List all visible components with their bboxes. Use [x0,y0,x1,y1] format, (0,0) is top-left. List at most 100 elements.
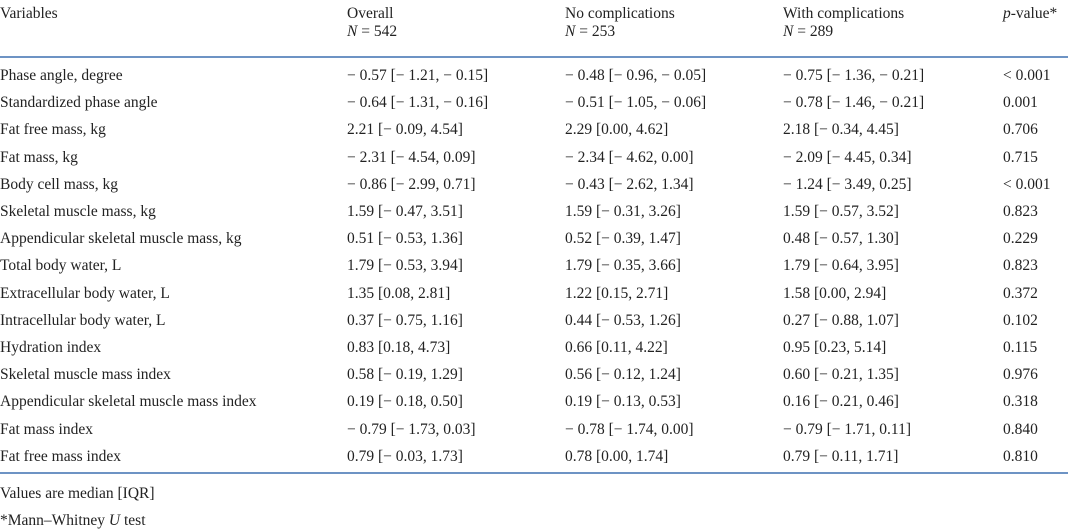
table-cell: 0.27 [− 0.88, 1.07] [783,311,899,329]
table-cell: 0.715 [1003,148,1038,166]
table-cell: 0.001 [1003,94,1038,112]
footnote-symbol: U [108,512,121,529]
table-cell: − 0.86 [− 2.99, 0.71] [347,175,476,193]
table-cell: 1.58 [0.00, 2.94] [783,284,887,302]
table-cell: 0.79 [− 0.03, 1.73] [347,447,463,465]
table-cell: 0.823 [1003,203,1038,220]
bottom-rule [0,472,1068,474]
header-cell: No complications N = 253 [565,5,675,41]
table-cell: 1.59 [− 0.57, 3.52] [783,203,899,220]
table-cell: 0.48 [− 0.57, 1.30] [783,230,899,248]
table-cell: 0.19 [− 0.18, 0.50] [347,393,463,411]
table-cell: 0.44 [− 0.53, 1.26] [565,311,681,329]
table-cell: 0.52 [− 0.39, 1.47] [565,230,681,248]
table-cell: − 0.64 [− 1.31, − 0.16] [347,94,489,112]
table-cell: 0.66 [0.11, 4.22] [565,339,668,356]
table-cell: 0.37 [− 0.75, 1.16] [347,311,463,329]
table-cell: 0.810 [1003,447,1038,465]
header-label: No complications [565,5,675,22]
table-cell: 1.35 [0.08, 2.81] [347,284,451,302]
table-cell: − 2.34 [− 4.62, 0.00] [565,148,694,166]
table-cell: 0.16 [− 0.21, 0.46] [783,393,899,411]
row-label: Hydration index [0,339,102,356]
table-cell: 2.21 [− 0.09, 4.54] [347,121,463,139]
row-label: Appendicular skeletal muscle mass, kg [0,230,242,248]
row-label: Fat free mass, kg [0,121,106,139]
row-label: Fat mass, kg [0,148,78,166]
header-label: Overall [347,5,394,22]
table-cell: 0.19 [− 0.13, 0.53] [565,393,681,411]
table-cell: 1.59 [− 0.47, 3.51] [347,203,463,220]
header-cell: With complications N = 289 [783,5,904,41]
n-symbol: N [565,23,576,40]
n-value: = 289 [793,23,834,40]
table-cell: − 0.48 [− 0.96, − 0.05] [565,67,707,84]
table-cell: − 0.79 [− 1.73, 0.03] [347,420,476,438]
row-label: Fat mass index [0,420,93,438]
table-cell: 0.706 [1003,121,1038,139]
row-label: Intracellular body water, L [0,311,166,329]
table-cell: 0.78 [0.00, 1.74] [565,447,669,465]
table-cell: < 0.001 [1003,67,1051,84]
footnote-text: test [120,512,146,529]
table-cell: 1.22 [0.15, 2.71] [565,284,669,302]
table-cell: − 2.31 [− 4.54, 0.09] [347,148,476,166]
header-label: With complications [783,5,905,22]
row-label: Fat free mass index [0,447,121,465]
table-cell: − 1.24 [− 3.49, 0.25] [783,175,912,193]
table-cell: − 0.43 [− 2.62, 1.34] [565,175,694,193]
table-cell: 0.102 [1003,311,1038,329]
table-cell: − 2.09 [− 4.45, 0.34] [783,148,912,166]
table-cell: 0.372 [1003,284,1038,302]
table-cell: 0.318 [1003,393,1038,411]
table-cell: 0.83 [0.18, 4.73] [347,339,451,356]
footnote-text: Values are median [IQR] [0,485,155,502]
n-symbol: N [783,23,794,40]
table-cell: 1.59 [− 0.31, 3.26] [565,203,681,220]
row-label: Appendicular skeletal muscle mass index [0,393,257,411]
row-label: Extracellular body water, L [0,284,170,302]
row-label: Standardized phase angle [0,94,158,112]
header-label: -value* [1010,5,1058,22]
footnote: *Mann–Whitney U test [0,512,146,530]
table-cell: 2.29 [0.00, 4.62] [565,121,669,139]
table-cell: < 0.001 [1003,175,1051,193]
table-cell: 0.79 [− 0.11, 1.71] [783,447,899,465]
table-cell: 1.79 [− 0.35, 3.66] [565,257,681,275]
table-cell: 0.51 [− 0.53, 1.36] [347,230,463,248]
table-cell: − 0.79 [− 1.71, 0.11] [783,420,911,438]
header-symbol: p [1003,5,1011,22]
row-label: Total body water, L [0,257,122,275]
header-label: Variables [0,5,58,22]
table-cell: 0.60 [− 0.21, 1.35] [783,366,899,384]
table-cell: 0.823 [1003,257,1038,275]
row-label: Body cell mass, kg [0,175,118,193]
header-cell: Variables [0,5,58,23]
n-symbol: N [347,23,358,40]
table-cell: 1.79 [− 0.53, 3.94] [347,257,463,275]
table-cell: 0.229 [1003,230,1038,248]
footnote-text: *Mann–Whitney [0,512,109,529]
table-cell: − 0.78 [− 1.46, − 0.21] [783,94,925,112]
table-cell: − 0.78 [− 1.74, 0.00] [565,420,694,438]
table-cell: 0.840 [1003,420,1038,438]
row-label: Skeletal muscle mass, kg [0,203,156,220]
table-cell: 1.79 [− 0.64, 3.95] [783,257,899,275]
table-cell: 2.18 [− 0.34, 4.45] [783,121,899,139]
header-cell: Overall N = 542 [347,5,397,41]
n-value: = 542 [357,23,398,40]
table-cell: 0.58 [− 0.19, 1.29] [347,366,463,384]
header-cell: p-value* [1003,5,1057,23]
table-cell: − 0.75 [− 1.36, − 0.21] [783,67,925,84]
table-cell: − 0.57 [− 1.21, − 0.15] [347,67,489,84]
table-cell: − 0.51 [− 1.05, − 0.06] [565,94,707,112]
table-cell: 0.115 [1003,339,1038,356]
header-rule [0,56,1068,58]
table-cell: 0.95 [0.23, 5.14] [783,339,887,356]
row-label: Skeletal muscle mass index [0,366,171,384]
n-value: = 253 [575,23,616,40]
row-label: Phase angle, degree [0,67,123,84]
table-cell: 0.56 [− 0.12, 1.24] [565,366,681,384]
table-cell: 0.976 [1003,366,1038,384]
